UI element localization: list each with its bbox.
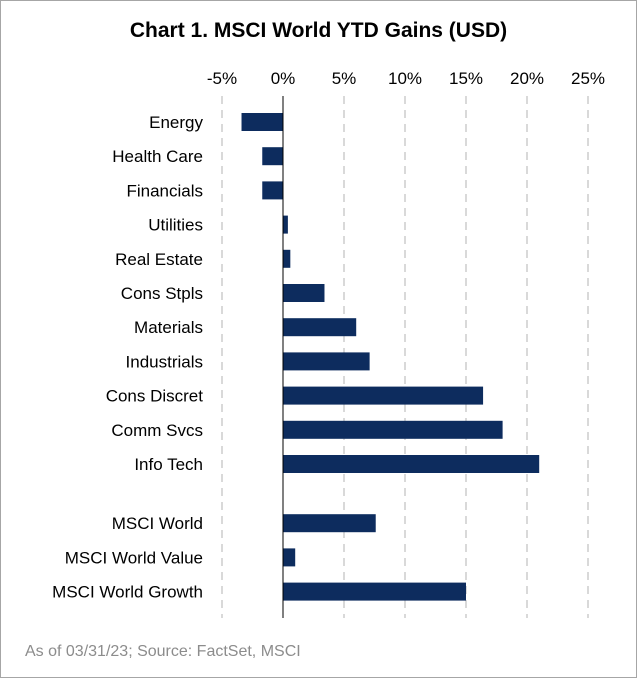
category-label: MSCI World Growth <box>52 583 203 602</box>
x-tick-label: 5% <box>332 69 357 88</box>
bars <box>241 113 540 601</box>
bar <box>283 548 296 567</box>
bar <box>283 455 540 473</box>
bar <box>283 514 376 533</box>
category-label: Financials <box>126 181 203 200</box>
bar <box>283 318 357 337</box>
category-label: Cons Discret <box>106 387 204 406</box>
category-label: Real Estate <box>115 250 203 269</box>
bar <box>241 113 283 131</box>
category-label: Info Tech <box>134 455 203 474</box>
category-label: Comm Svcs <box>111 421 203 440</box>
bar <box>283 352 370 371</box>
bar <box>283 420 503 439</box>
category-label: Health Care <box>112 147 203 166</box>
bar <box>283 249 291 268</box>
bar <box>262 181 283 200</box>
x-tick-label: 15% <box>449 69 483 88</box>
category-label: Cons Stpls <box>121 284 203 303</box>
bar <box>283 386 484 405</box>
source-note: As of 03/31/23; Source: FactSet, MSCI <box>25 643 301 660</box>
category-labels: Energy Health Care Financials Utilities Real… <box>52 113 203 602</box>
x-tick-label: 25% <box>571 69 605 88</box>
category-label: Energy <box>149 113 203 132</box>
x-tick-label: 20% <box>510 69 544 88</box>
grid-lines <box>221 96 589 618</box>
category-label: Utilities <box>148 216 203 235</box>
x-tick-label: 0% <box>271 69 296 88</box>
category-label: Industrials <box>126 352 203 371</box>
category-label: MSCI World <box>112 514 203 533</box>
bar <box>283 284 325 302</box>
bar <box>262 147 283 166</box>
category-label: Materials <box>134 318 203 337</box>
x-tick-label: 10% <box>388 69 422 88</box>
x-tick-labels: -5% 0% 5% 10% 15% 20% 25% <box>207 69 605 88</box>
category-label: MSCI World Value <box>65 548 203 567</box>
chart-title: Chart 1. MSCI World YTD Gains (USD) <box>129 19 508 42</box>
bar <box>283 582 466 601</box>
x-tick-label: -5% <box>207 69 237 88</box>
bar <box>283 215 288 234</box>
